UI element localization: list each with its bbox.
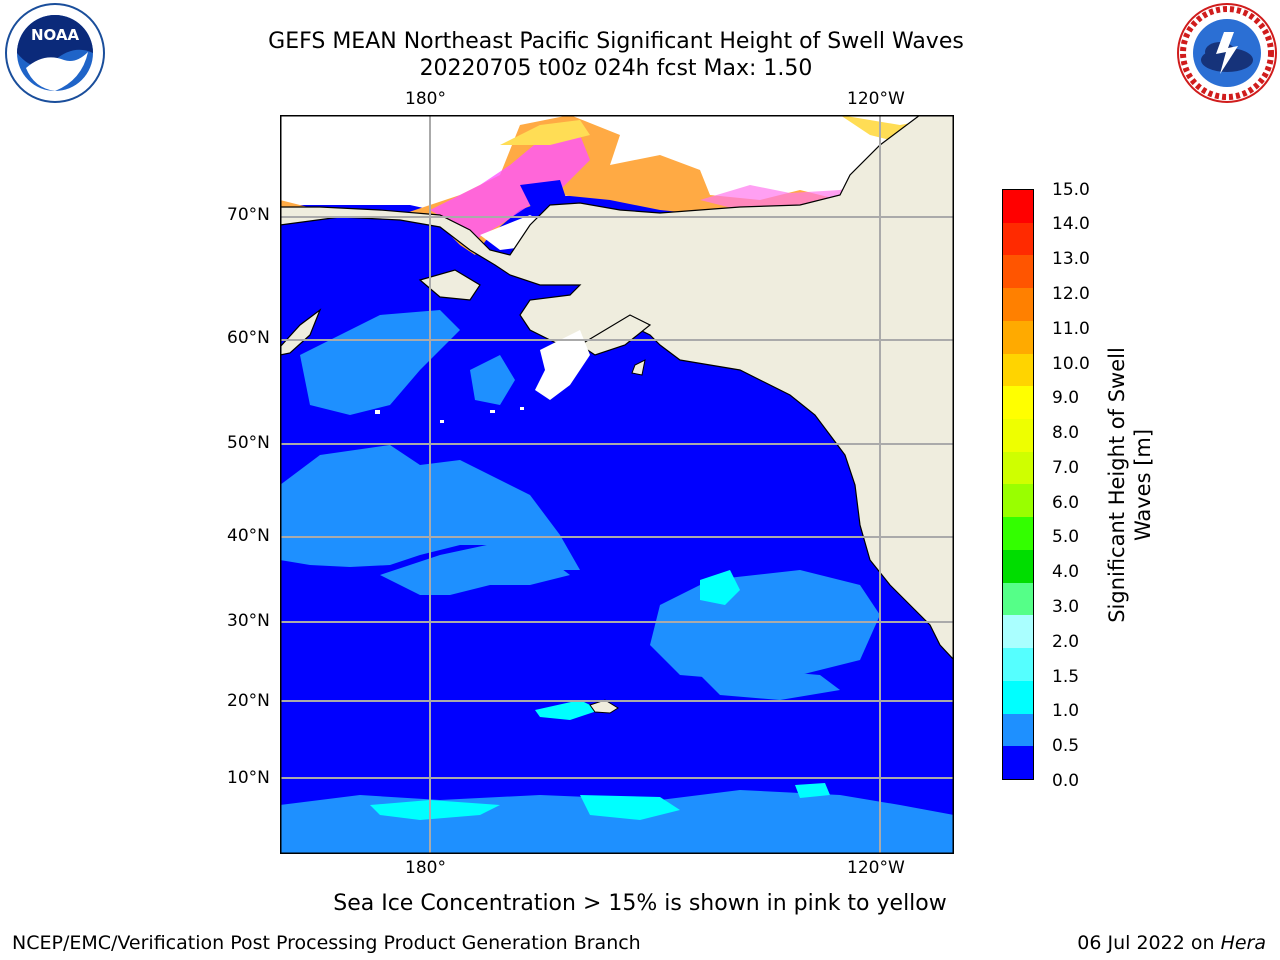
- sea-ice-note: Sea Ice Concentration > 15% is shown in …: [333, 891, 947, 916]
- swell-patches: [280, 310, 954, 854]
- colorbar-tick: 3.0: [1052, 597, 1080, 617]
- chart-subtitle: 20220705 t00z 024h fcst Max: 1.50: [419, 56, 813, 81]
- colorbar-tick: 4.0: [1052, 562, 1080, 582]
- colorbar-label-line2: Waves [m]: [1131, 428, 1155, 542]
- lat-label-70n: 70°N: [227, 205, 270, 225]
- lat-label-50n: 50°N: [227, 433, 270, 453]
- top-lon-label-120w: 120°W: [847, 89, 905, 109]
- noaa-logo-text: NOAA: [31, 26, 80, 44]
- colorbar-tick: 1.5: [1052, 667, 1080, 687]
- lat-label-20n: 20°N: [227, 691, 270, 711]
- colorbar-swatch: [1003, 517, 1033, 550]
- graticule: [280, 115, 954, 854]
- colorbar-swatch: [1003, 419, 1033, 452]
- lat-label-10n: 10°N: [227, 768, 270, 788]
- colorbar-tick: 2.0: [1052, 632, 1080, 652]
- colorbar-tick: 13.0: [1052, 249, 1090, 269]
- colorbar-swatch: [1003, 386, 1033, 420]
- colorbar: [1002, 189, 1034, 780]
- colorbar-swatch: [1003, 190, 1033, 223]
- colorbar-tick: 6.0: [1052, 493, 1080, 513]
- colorbar-swatch: [1003, 549, 1033, 583]
- colorbar-swatch: [1003, 320, 1033, 354]
- colorbar-swatch: [1003, 680, 1033, 714]
- aleutian-islands: [375, 407, 524, 423]
- colorbar-swatch: [1003, 451, 1033, 485]
- colorbar-swatch: [1003, 288, 1033, 321]
- map-frame: [280, 115, 954, 854]
- colorbar-tick: 5.0: [1052, 527, 1080, 547]
- bottom-lon-label-180: 180°: [405, 858, 446, 878]
- lat-label-40n: 40°N: [227, 526, 270, 546]
- footer-credit: NCEP/EMC/Verification Post Processing Pr…: [12, 932, 641, 954]
- colorbar-tick: 9.0: [1052, 388, 1080, 408]
- bristol-bay-region: [535, 330, 590, 400]
- colorbar-tick: 11.0: [1052, 319, 1090, 339]
- colorbar-tick: 10.0: [1052, 354, 1090, 374]
- footer-date: 06 Jul 2022 on Hera: [1077, 932, 1266, 954]
- top-lon-label-180: 180°: [405, 89, 446, 109]
- landmass: [280, 115, 954, 714]
- bottom-lon-label-120w: 120°W: [847, 858, 905, 878]
- colorbar-swatch: [1003, 484, 1033, 518]
- colorbar-swatch: [1003, 746, 1033, 779]
- colorbar-swatch: [1003, 713, 1033, 747]
- colorbar-tick: 7.0: [1052, 458, 1080, 478]
- colorbar-swatch: [1003, 582, 1033, 616]
- colorbar-swatch: [1003, 353, 1033, 387]
- lat-label-30n: 30°N: [227, 611, 270, 631]
- nws-logo: [1177, 3, 1277, 103]
- colorbar-tick: 15.0: [1052, 180, 1090, 200]
- colorbar-tick: 12.0: [1052, 284, 1090, 304]
- colorbar-tick: 0.5: [1052, 736, 1080, 756]
- colorbar-label: Significant Height of Swell Waves [m]: [1104, 347, 1156, 623]
- colorbar-tick: 14.0: [1052, 214, 1090, 234]
- colorbar-swatch: [1003, 648, 1033, 681]
- colorbar-tick: 8.0: [1052, 423, 1080, 443]
- colorbar-label-line1: Significant Height of Swell: [1105, 347, 1129, 623]
- swell-height-map: [280, 115, 954, 854]
- colorbar-swatch: [1003, 222, 1033, 256]
- footer-host: Hera: [1220, 932, 1266, 954]
- chart-title: GEFS MEAN Northeast Pacific Significant …: [268, 29, 964, 54]
- footer-date-text: 06 Jul 2022 on: [1077, 932, 1221, 954]
- colorbar-tick: 1.0: [1052, 701, 1080, 721]
- colorbar-swatch: [1003, 615, 1033, 649]
- colorbar-swatch: [1003, 255, 1033, 289]
- colorbar-tick: 0.0: [1052, 771, 1080, 791]
- noaa-logo: NOAA: [5, 3, 105, 103]
- lat-label-60n: 60°N: [227, 328, 270, 348]
